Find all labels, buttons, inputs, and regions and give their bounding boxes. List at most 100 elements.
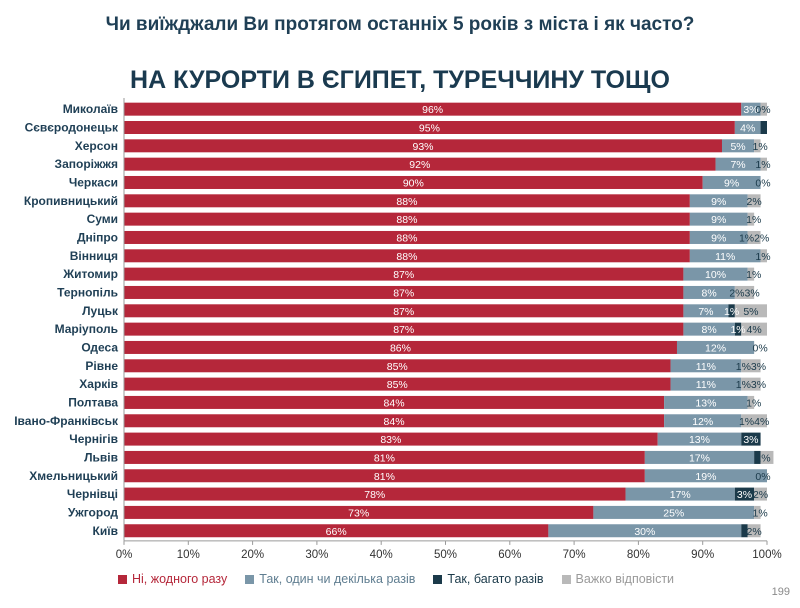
bar-segment bbox=[664, 414, 742, 428]
bar-segment bbox=[124, 249, 690, 263]
data-label: 73% bbox=[348, 507, 369, 519]
bar-segment bbox=[734, 285, 755, 299]
data-label: 87% bbox=[393, 306, 414, 318]
category-label: Миколаїв bbox=[63, 102, 118, 116]
x-tick-label: 80% bbox=[627, 549, 650, 561]
data-label: 88% bbox=[396, 251, 417, 263]
data-label: 2%3% bbox=[729, 287, 759, 299]
data-label: 13% bbox=[689, 434, 710, 446]
data-label: 88% bbox=[396, 196, 417, 208]
bar-segment bbox=[754, 487, 767, 501]
category-label: Чернігів bbox=[69, 432, 118, 446]
legend-swatch-once-or-several bbox=[245, 574, 255, 584]
bar-segment bbox=[734, 322, 742, 336]
data-label: 87% bbox=[393, 287, 414, 299]
data-label: 3% bbox=[737, 489, 752, 501]
bar-segment bbox=[124, 212, 690, 226]
x-tick-label: 50% bbox=[434, 549, 457, 561]
data-label: 30% bbox=[634, 526, 655, 538]
data-label: 1%2% bbox=[739, 232, 769, 244]
data-label: 2% bbox=[755, 452, 770, 464]
data-label: 8% bbox=[702, 287, 717, 299]
bar-segment bbox=[124, 157, 716, 171]
bar-segment bbox=[124, 414, 665, 428]
bar-segment bbox=[124, 175, 703, 189]
bar-segment bbox=[689, 230, 748, 244]
data-label: 88% bbox=[396, 232, 417, 244]
bar-segment bbox=[124, 340, 677, 354]
bar-segment bbox=[124, 121, 735, 134]
data-label: 81% bbox=[374, 452, 395, 464]
category-label: Полтава bbox=[68, 395, 118, 409]
data-label: 0% bbox=[755, 471, 770, 483]
category-label: Одеса bbox=[81, 340, 118, 354]
data-label: 2% bbox=[747, 526, 762, 538]
data-label: 66% bbox=[326, 526, 347, 538]
bar-segment bbox=[760, 249, 767, 263]
data-label: 12% bbox=[692, 416, 713, 428]
category-label: Черкаси bbox=[69, 175, 118, 189]
data-label: 2% bbox=[747, 196, 762, 208]
bar-segment bbox=[747, 524, 761, 538]
bar-segment bbox=[760, 157, 767, 171]
data-label: 1%3% bbox=[736, 361, 766, 373]
bar-segment bbox=[124, 505, 594, 519]
bar-segment bbox=[644, 450, 755, 464]
bar-segment bbox=[670, 359, 742, 373]
category-label: Кропивницький bbox=[24, 194, 118, 208]
data-label: 1% bbox=[746, 269, 761, 281]
x-tick-label: 20% bbox=[241, 549, 264, 561]
bar-segment bbox=[644, 469, 767, 483]
data-label: 1%3% bbox=[736, 379, 766, 391]
bar-segment bbox=[683, 285, 735, 299]
data-label: 13% bbox=[695, 397, 716, 409]
bar-segment bbox=[741, 414, 767, 428]
chart-legend: Ні, жодного разу Так, один чи декілька р… bbox=[118, 572, 674, 586]
data-label: 1%4% bbox=[739, 416, 769, 428]
bar-segment bbox=[689, 249, 761, 263]
data-label: 4% bbox=[740, 123, 755, 135]
data-label: 9% bbox=[724, 177, 739, 189]
data-label: 1% bbox=[753, 507, 768, 519]
bar-segment bbox=[754, 139, 761, 153]
legend-item-hard-to-say: Важко відповісти bbox=[561, 572, 675, 586]
legend-label-hard-to-say: Важко відповісти bbox=[575, 572, 675, 586]
data-label: 9% bbox=[711, 232, 726, 244]
bar-segment bbox=[124, 304, 684, 318]
data-label: 85% bbox=[387, 379, 408, 391]
data-label: 1% bbox=[746, 214, 761, 226]
category-label: Сєвєродонецьк bbox=[25, 121, 119, 135]
data-label: 0% bbox=[753, 342, 768, 354]
bar-segment bbox=[760, 102, 767, 116]
legend-swatch-never bbox=[118, 574, 127, 584]
bar-segment bbox=[683, 304, 729, 318]
category-label: Львів bbox=[84, 450, 118, 464]
bar-segment bbox=[747, 212, 755, 226]
category-label: Івано-Франківськ bbox=[14, 414, 119, 428]
bar-segment bbox=[124, 450, 645, 464]
data-label: 0% bbox=[755, 177, 770, 189]
bar-segment bbox=[124, 469, 645, 483]
bar-segment bbox=[676, 340, 755, 354]
bar-segment bbox=[625, 487, 735, 501]
category-label: Запоріжжя bbox=[55, 157, 118, 171]
category-label: Херсон bbox=[75, 139, 118, 153]
data-label: 86% bbox=[390, 342, 411, 354]
category-label: Хмельницький bbox=[29, 469, 118, 483]
bar-segment bbox=[689, 194, 748, 208]
bar-segment bbox=[670, 377, 742, 391]
data-label: 25% bbox=[663, 507, 684, 519]
category-label: Житомир bbox=[62, 267, 118, 281]
bar-segment bbox=[124, 102, 742, 116]
data-label: 90% bbox=[403, 177, 424, 189]
bar-segment bbox=[760, 121, 767, 134]
data-label: 1% bbox=[755, 159, 770, 171]
category-label: Рівне bbox=[85, 359, 118, 373]
bar-segment bbox=[734, 487, 755, 501]
bar-segment bbox=[702, 175, 761, 189]
x-tick-label: 40% bbox=[370, 549, 393, 561]
data-label: 3% bbox=[743, 104, 758, 116]
data-label: 92% bbox=[409, 159, 430, 171]
bar-segment bbox=[124, 432, 658, 446]
